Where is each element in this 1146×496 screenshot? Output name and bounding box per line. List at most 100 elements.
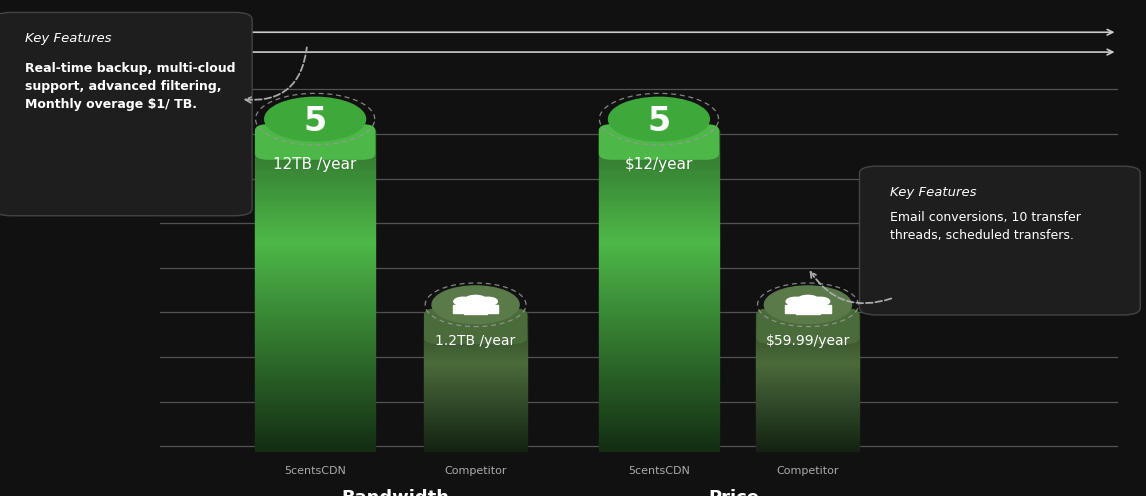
- Bar: [256, 248, 376, 250]
- Bar: [756, 322, 860, 323]
- Bar: [598, 181, 720, 184]
- Bar: [756, 430, 860, 431]
- Bar: [256, 366, 376, 369]
- Bar: [598, 272, 720, 275]
- Bar: [256, 331, 376, 333]
- Bar: [424, 372, 527, 373]
- Bar: [424, 414, 527, 415]
- Bar: [756, 388, 860, 390]
- Bar: [424, 351, 527, 352]
- Bar: [256, 285, 376, 288]
- Bar: [598, 342, 720, 344]
- Bar: [598, 146, 720, 149]
- Bar: [598, 376, 720, 379]
- Bar: [756, 315, 860, 316]
- Bar: [256, 307, 376, 310]
- Bar: [256, 186, 376, 189]
- Bar: [424, 403, 527, 405]
- Bar: [424, 433, 527, 434]
- Bar: [424, 426, 527, 428]
- Bar: [424, 339, 527, 340]
- Bar: [756, 403, 860, 405]
- Bar: [256, 227, 376, 229]
- Bar: [424, 410, 527, 411]
- Bar: [756, 393, 860, 394]
- Bar: [256, 250, 376, 253]
- Bar: [598, 339, 720, 342]
- Bar: [256, 165, 376, 168]
- Bar: [424, 360, 527, 361]
- Bar: [424, 327, 527, 328]
- Bar: [598, 176, 720, 178]
- Bar: [756, 409, 860, 410]
- Bar: [424, 385, 527, 386]
- Bar: [424, 431, 527, 432]
- Bar: [424, 407, 527, 408]
- Bar: [256, 157, 376, 160]
- Bar: [256, 160, 376, 162]
- Bar: [598, 363, 720, 366]
- Bar: [256, 245, 376, 248]
- Bar: [756, 330, 860, 331]
- Bar: [756, 347, 860, 349]
- Bar: [756, 346, 860, 347]
- Bar: [756, 442, 860, 443]
- Bar: [256, 390, 376, 392]
- Bar: [598, 186, 720, 189]
- Bar: [256, 315, 376, 317]
- Bar: [256, 320, 376, 323]
- Bar: [256, 317, 376, 320]
- Bar: [756, 428, 860, 429]
- Bar: [598, 315, 720, 317]
- Bar: [256, 382, 376, 384]
- Bar: [256, 275, 376, 277]
- Bar: [424, 396, 527, 398]
- Bar: [796, 305, 819, 314]
- Bar: [424, 409, 527, 410]
- Bar: [256, 232, 376, 235]
- Bar: [256, 395, 376, 398]
- Bar: [256, 154, 376, 157]
- Bar: [256, 229, 376, 232]
- Bar: [598, 438, 720, 440]
- Bar: [256, 291, 376, 293]
- Bar: [756, 410, 860, 411]
- Bar: [598, 189, 720, 191]
- Bar: [756, 432, 860, 433]
- Bar: [256, 277, 376, 280]
- Bar: [256, 218, 376, 221]
- Bar: [424, 315, 527, 316]
- Bar: [424, 413, 527, 414]
- Bar: [256, 419, 376, 422]
- Bar: [756, 392, 860, 393]
- Bar: [256, 162, 376, 165]
- Bar: [598, 433, 720, 435]
- Bar: [424, 435, 527, 436]
- Bar: [424, 390, 527, 391]
- Text: Bandwidth: Bandwidth: [342, 489, 449, 496]
- Bar: [424, 334, 527, 335]
- Bar: [453, 306, 473, 313]
- Bar: [424, 345, 527, 346]
- Bar: [756, 365, 860, 366]
- Circle shape: [764, 286, 851, 324]
- Bar: [598, 210, 720, 213]
- Bar: [756, 422, 860, 423]
- Bar: [598, 213, 720, 216]
- Bar: [256, 400, 376, 403]
- Bar: [598, 138, 720, 141]
- Bar: [756, 352, 860, 353]
- Bar: [598, 253, 720, 256]
- Bar: [424, 338, 527, 339]
- Bar: [256, 243, 376, 245]
- Bar: [756, 433, 860, 434]
- Bar: [424, 393, 527, 394]
- Bar: [598, 149, 720, 151]
- Bar: [424, 361, 527, 362]
- Bar: [598, 248, 720, 250]
- Circle shape: [432, 286, 519, 324]
- Bar: [424, 417, 527, 418]
- Bar: [598, 355, 720, 358]
- Bar: [598, 130, 720, 133]
- Bar: [424, 391, 527, 392]
